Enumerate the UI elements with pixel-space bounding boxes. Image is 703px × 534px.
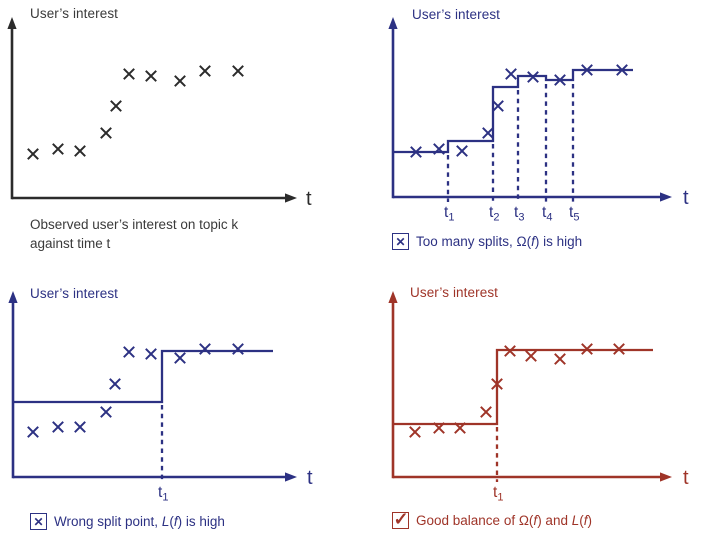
split-label-3: t3 — [514, 204, 524, 224]
x-box-icon: ✕ — [392, 233, 409, 250]
caption-line: Good balance of Ω(f) and L(f) — [416, 513, 592, 528]
wrong-split-point-plot: t t1 — [8, 291, 313, 504]
y-axis-arrow-icon — [388, 17, 398, 29]
split-label-5: t5 — [569, 204, 579, 224]
panel-title: User’s interest — [410, 285, 499, 300]
wrong-split-point-caption: ✕ Wrong split point, L(f) is high — [30, 512, 225, 531]
data-point-x-marker — [581, 64, 593, 76]
data-point-x-marker — [74, 145, 86, 157]
caption-line: Too many splits, Ω(f) is high — [416, 234, 583, 249]
data-point-x-marker — [52, 421, 64, 433]
data-point-x-marker — [554, 353, 566, 365]
data-point-x-marker — [613, 343, 625, 355]
data-point-x-marker — [504, 345, 516, 357]
data-point-x-marker — [145, 348, 157, 360]
too-many-splits-plot: t t1 t2 t3 t4 t5 — [388, 17, 689, 224]
x-axis-arrow-icon — [660, 192, 672, 202]
data-point-x-marker — [199, 65, 211, 77]
data-point-x-marker — [109, 378, 121, 390]
caption-line: against time t — [30, 236, 111, 251]
data-point-x-marker — [525, 350, 537, 362]
data-point-x-marker — [410, 146, 422, 158]
check-icon: ✓ — [393, 508, 409, 529]
data-point-x-marker — [409, 426, 421, 438]
data-point-x-marker — [482, 127, 494, 139]
x-icon: ✕ — [395, 234, 406, 249]
step-function-line — [13, 349, 273, 404]
x-axis-label: t — [683, 187, 689, 209]
data-point-x-marker — [433, 143, 445, 155]
y-axis-arrow-icon — [388, 291, 398, 303]
data-point-x-marker — [100, 406, 112, 418]
data-point-x-marker — [232, 65, 244, 77]
split-label-1: t1 — [444, 204, 454, 224]
x-icon: ✕ — [33, 514, 44, 529]
data-point-x-marker — [616, 64, 628, 76]
panel-observed-interest: t User’s interest Observed user’s interest… — [0, 0, 352, 267]
panel-too-many-splits: t t1 t2 t3 t4 t5 User’s interest ✕ Too many spli… — [352, 0, 703, 267]
data-point-x-marker — [52, 143, 64, 155]
x-axis-label: t — [306, 188, 312, 210]
caption-line: Observed user’s interest on topic k — [30, 217, 239, 232]
observed-interest-plot: t — [7, 17, 312, 210]
good-balance-caption: ✓ Good balance of Ω(f) and L(f) — [392, 508, 592, 530]
step-function-line — [393, 348, 653, 426]
panel-title: User’s interest — [412, 7, 501, 22]
data-point-x-marker — [491, 378, 503, 390]
data-point-x-marker — [433, 422, 445, 434]
data-point-x-marker — [505, 68, 517, 80]
data-point-x-marker — [27, 148, 39, 160]
split-label-1: t1 — [158, 484, 168, 504]
x-axis-label: t — [683, 467, 689, 489]
step-function-line — [393, 68, 633, 154]
y-axis-arrow-icon — [8, 291, 18, 303]
data-point-x-marker — [123, 68, 135, 80]
split-label-4: t4 — [542, 204, 552, 224]
split-label-2: t2 — [489, 204, 499, 224]
data-point-x-marker — [554, 74, 566, 86]
data-point-x-marker — [232, 343, 244, 355]
data-point-x-marker — [454, 422, 466, 434]
panel-good-balance: t t1 User’s interest ✓ Good balance of Ω(f) … — [352, 267, 703, 534]
data-point-x-marker — [492, 100, 504, 112]
data-point-x-marker — [123, 346, 135, 358]
data-point-x-marker — [527, 71, 539, 83]
panel-title: User’s interest — [30, 6, 119, 21]
data-point-x-marker — [480, 406, 492, 418]
data-point-x-marker — [74, 421, 86, 433]
x-axis-label: t — [307, 467, 313, 489]
too-many-splits-caption: ✕ Too many splits, Ω(f) is high — [392, 232, 582, 251]
caption-line: Wrong split point, L(f) is high — [54, 514, 225, 529]
checkmark-box-icon: ✓ — [392, 508, 409, 529]
x-box-icon: ✕ — [30, 513, 47, 530]
x-axis-arrow-icon — [660, 472, 672, 482]
data-point-x-marker — [145, 70, 157, 82]
good-balance-plot: t t1 — [388, 291, 689, 504]
x-axis-arrow-icon — [285, 193, 297, 203]
data-point-x-marker — [100, 127, 112, 139]
panel-title: User’s interest — [30, 286, 119, 301]
y-axis-arrow-icon — [7, 17, 17, 29]
panel-wrong-split-point: t t1 User’s interest ✕ Wrong split point, L(… — [0, 267, 352, 534]
data-point-x-marker — [174, 352, 186, 364]
data-point-x-marker — [199, 343, 211, 355]
data-point-x-marker — [110, 100, 122, 112]
data-point-x-marker — [27, 426, 39, 438]
data-point-x-marker — [456, 145, 468, 157]
data-point-x-marker — [174, 75, 186, 87]
x-axis-arrow-icon — [285, 472, 297, 482]
data-point-x-marker — [581, 343, 593, 355]
split-label-1: t1 — [493, 484, 503, 504]
observed-interest-caption: Observed user’s interest on topic k again… — [30, 215, 238, 253]
